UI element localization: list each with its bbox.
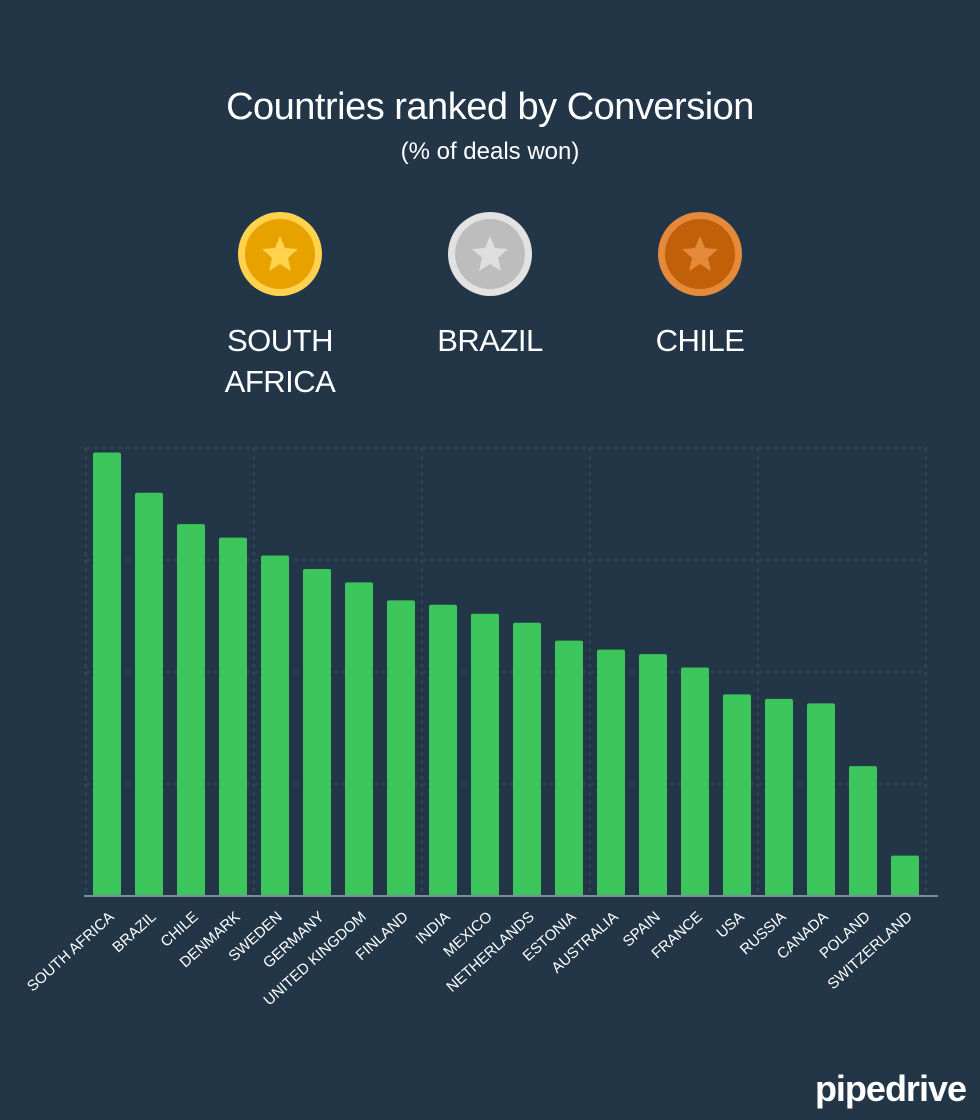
bar-canada	[807, 703, 835, 896]
bar-poland	[849, 766, 877, 896]
bar-united-kingdom	[345, 582, 373, 896]
x-tick-label: SOUTH AFRICA	[24, 908, 118, 995]
bronze-medal-icon	[658, 212, 742, 296]
podium-third: CHILE	[610, 212, 790, 361]
bar-france	[681, 667, 709, 896]
bar-usa	[723, 694, 751, 896]
x-tick-label: BRAZIL	[109, 908, 159, 956]
bar-chile	[177, 524, 205, 896]
bar-brazil	[135, 492, 163, 896]
bar-switzerland	[891, 855, 919, 896]
pipedrive-logo: pipedrive	[814, 1068, 967, 1109]
podium-first-name: SOUTH AFRICA	[224, 323, 336, 399]
bar-australia	[597, 649, 625, 896]
bar-chart: SOUTH AFRICABRAZILCHILEDENMARKSWEDENGERM…	[24, 447, 938, 1009]
bar-finland	[387, 600, 415, 896]
chart-x-labels: SOUTH AFRICABRAZILCHILEDENMARKSWEDENGERM…	[24, 908, 916, 1009]
bar-netherlands	[513, 622, 541, 896]
podium-first: SOUTH AFRICA	[190, 212, 370, 402]
gold-medal-icon	[238, 212, 322, 296]
bar-south-africa	[93, 452, 121, 896]
chart-grid	[85, 447, 927, 896]
bar-germany	[303, 568, 331, 896]
bar-sweden	[261, 555, 289, 896]
bar-india	[429, 604, 457, 896]
chart-bars	[93, 452, 919, 896]
chart-title: Countries ranked by Conversion	[226, 86, 754, 128]
bar-russia	[765, 698, 793, 896]
x-tick-label: USA	[713, 908, 747, 941]
silver-medal-icon	[448, 212, 532, 296]
podium-second-name: BRAZIL	[437, 323, 543, 358]
chart-subtitle: (% of deals won)	[400, 138, 580, 165]
bar-denmark	[219, 537, 247, 896]
bar-spain	[639, 654, 667, 896]
podium-second: BRAZIL	[400, 212, 580, 361]
podium-third-name: CHILE	[655, 323, 745, 358]
bar-mexico	[471, 613, 499, 896]
bar-estonia	[555, 640, 583, 896]
